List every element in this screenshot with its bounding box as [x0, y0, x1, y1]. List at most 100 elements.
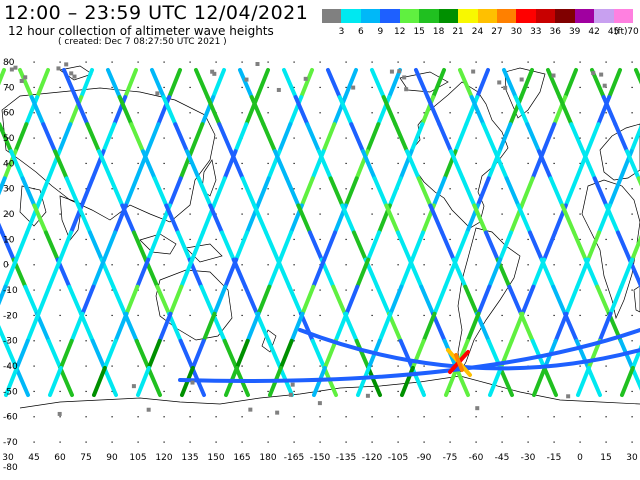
legend-swatch: [477, 9, 497, 23]
track-segment: [519, 311, 535, 343]
track-segment: [354, 338, 371, 370]
track-segment: [157, 311, 173, 343]
lon-tick-label: -90: [417, 453, 432, 463]
track-segment: [476, 284, 492, 316]
track-segment: [305, 122, 321, 154]
track-segment: [481, 122, 497, 154]
track-segment: [487, 257, 503, 289]
track-segment: [601, 95, 618, 127]
track-segment: [97, 149, 113, 181]
track-segment: [356, 365, 371, 397]
track-segment: [425, 95, 442, 127]
track-segment: [557, 95, 574, 127]
track-segment: [469, 95, 486, 127]
track-segment: [145, 122, 161, 154]
track-segment: [299, 176, 315, 208]
lon-tick-label: 90: [106, 453, 118, 463]
grey-point: [244, 77, 249, 82]
track-segment: [484, 230, 500, 262]
track-segment: [497, 122, 513, 154]
track-segment: [91, 257, 107, 289]
legend-label: 27: [491, 27, 503, 37]
track-segment: [102, 230, 117, 262]
track-segment: [551, 284, 567, 316]
track-segment: [0, 122, 13, 154]
track-segment: [449, 149, 465, 181]
track-segment: [400, 365, 415, 397]
legend-label: 39: [568, 27, 581, 37]
track-segment: [164, 203, 180, 235]
grey-point: [317, 401, 322, 406]
legend-label: 15: [413, 27, 425, 37]
legend-label: 30: [510, 27, 523, 37]
track-segment: [310, 338, 327, 370]
lat-tick-label: -50: [3, 387, 18, 397]
grey-point: [9, 67, 14, 72]
track-segment: [366, 365, 382, 397]
track-segment: [102, 365, 118, 397]
track-segment: [387, 68, 402, 100]
track-segment: [592, 176, 609, 208]
legend-label: 21: [452, 27, 464, 37]
lat-tick-label: 0: [3, 261, 9, 271]
created-timestamp: ( created: Dec 7 08:27:50 UTC 2021 ): [58, 37, 227, 47]
grey-point: [404, 87, 409, 92]
track-segment: [53, 149, 69, 181]
track-segment: [586, 338, 602, 370]
track-segment: [57, 122, 73, 154]
track-segment: [284, 176, 301, 208]
grey-point: [131, 384, 136, 389]
track-segment: [173, 122, 189, 154]
track-segment: [576, 365, 591, 397]
legend-swatch: [574, 9, 595, 23]
grey-point: [64, 62, 69, 67]
lat-tick-label: -10: [3, 286, 18, 296]
lat-tick-label: 20: [3, 210, 15, 220]
track-segment: [453, 122, 469, 154]
track-segment: [0, 324, 7, 343]
lat-tick-label: 50: [3, 134, 15, 144]
track-segment: [120, 203, 136, 235]
track-segment: [46, 338, 63, 370]
grey-point: [303, 76, 308, 81]
grey-point: [146, 407, 151, 412]
track-segment: [513, 95, 530, 127]
track-segment: [35, 311, 51, 343]
track-segment: [73, 95, 90, 127]
track-segment: [222, 338, 239, 370]
track-segment: [58, 365, 74, 397]
legend-label: 36: [549, 27, 561, 37]
track-segment: [90, 338, 107, 370]
track-segment: [541, 122, 557, 154]
track-segment: [414, 68, 430, 100]
grey-point: [255, 62, 260, 67]
track-segment: [102, 338, 118, 370]
track-segment: [0, 222, 4, 235]
track-segment: [124, 284, 140, 316]
track-segment: [266, 338, 283, 370]
track-segment: [572, 230, 588, 262]
track-segment: [443, 257, 459, 289]
grey-point: [210, 69, 215, 74]
track-segment: [405, 149, 421, 181]
track-segment: [234, 338, 250, 370]
track-segment: [199, 284, 215, 316]
grey-point: [13, 65, 18, 70]
track-segment: [475, 68, 490, 100]
track-segment: [136, 365, 151, 397]
track-segment: [299, 311, 315, 343]
track-segment: [387, 176, 403, 208]
track-segment: [261, 122, 277, 154]
track-segment: [343, 176, 359, 208]
track-segment: [575, 257, 591, 289]
track-segment: [106, 68, 122, 100]
track-segment: [410, 338, 426, 370]
track-segment: [255, 311, 271, 343]
track-segment: [179, 257, 195, 289]
track-segment: [299, 68, 314, 100]
track-segment: [113, 311, 129, 343]
track-segment: [245, 311, 261, 343]
lon-tick-label: 135: [181, 453, 198, 463]
track-segment: [80, 284, 96, 316]
track-segment: [167, 176, 183, 208]
